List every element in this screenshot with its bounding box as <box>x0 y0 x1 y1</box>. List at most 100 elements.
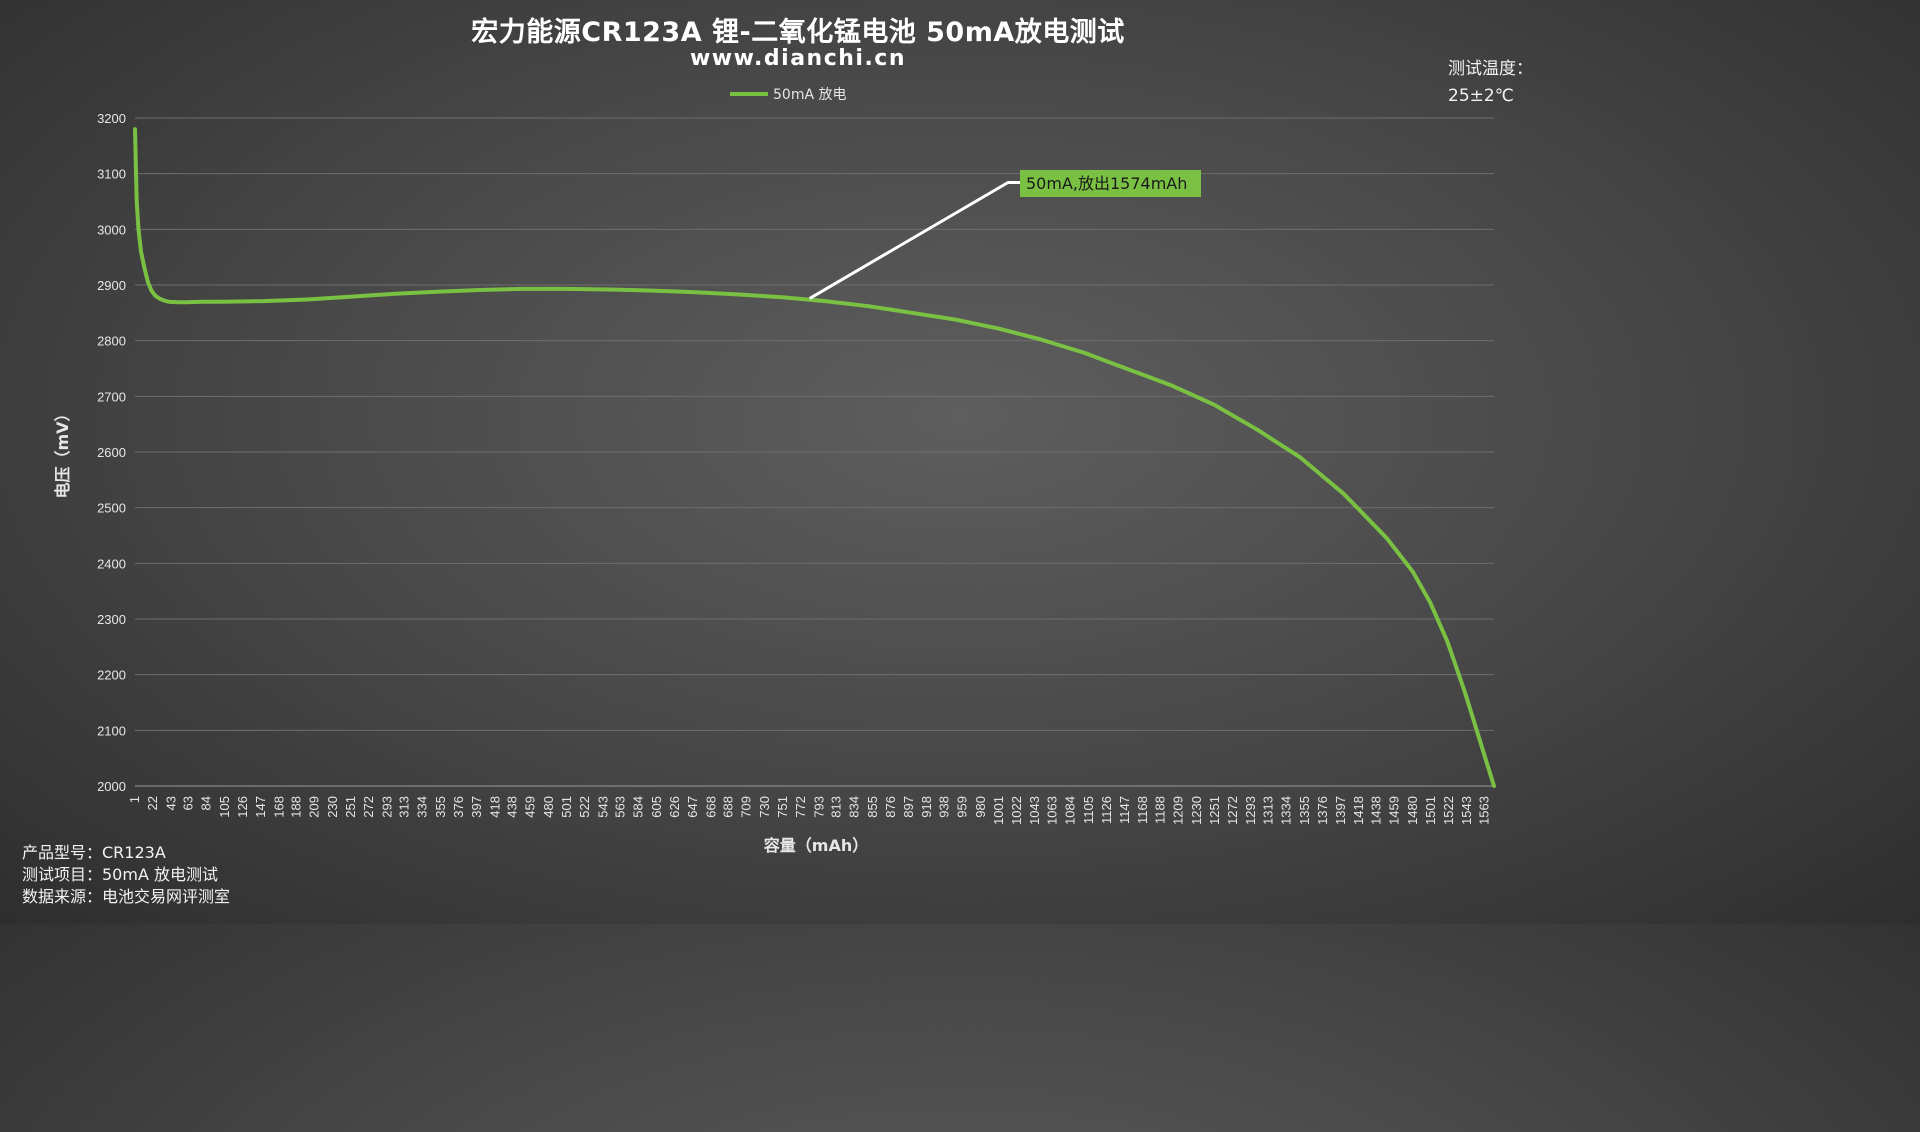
info-model: 产品型号：CR123A <box>22 843 166 862</box>
x-tick-label: 1293 <box>1243 796 1258 825</box>
x-tick-label: 147 <box>253 796 268 818</box>
x-tick-label: 355 <box>433 796 448 818</box>
x-tick-label: 1063 <box>1045 796 1060 825</box>
x-tick-label: 897 <box>901 796 916 818</box>
x-tick-label: 397 <box>469 796 484 818</box>
x-tick-label: 1209 <box>1171 796 1186 825</box>
info-block: 产品型号：CR123A 测试项目：50mA 放电测试 数据来源：电池交易网评测室 <box>22 842 230 908</box>
x-tick-labels: 1 22 43 63 84 105 126 147 168 188 209 230 251 272 293 3… <box>127 796 1491 825</box>
x-tick-label: 313 <box>397 796 412 818</box>
y-tick-label: 3000 <box>97 222 126 237</box>
x-tick-label: 959 <box>955 796 970 818</box>
x-tick-label: 543 <box>595 796 610 818</box>
x-tick-label: 1501 <box>1423 796 1438 825</box>
discharge-chart: 2000 2100 2200 2300 2400 2500 2600 2700 2800 2900… <box>53 87 1496 855</box>
x-tick-label: 1188 <box>1153 796 1168 824</box>
gridlines <box>135 117 1494 787</box>
x-tick-label: 938 <box>937 796 952 818</box>
annotation-callout: 50mA,放出1574mAh <box>1020 170 1201 197</box>
x-tick-label: 751 <box>775 796 790 818</box>
x-tick-label: 605 <box>649 796 664 818</box>
x-tick-label: 1105 <box>1081 796 1096 824</box>
x-tick-label: 1272 <box>1225 796 1240 825</box>
x-tick-label: 438 <box>505 796 520 818</box>
chart-subtitle: www.dianchi.cn <box>689 46 907 71</box>
x-tick-label: 772 <box>793 796 808 818</box>
x-tick-label: 1022 <box>1009 796 1024 825</box>
x-tick-label: 1043 <box>1027 796 1042 825</box>
temperature-value: 25±2℃ <box>1448 86 1514 106</box>
legend: 50mA 放电 <box>730 87 846 103</box>
x-tick-label: 730 <box>757 796 772 818</box>
x-tick-label: 668 <box>703 796 718 818</box>
x-tick-label: 168 <box>271 796 286 818</box>
x-tick-label: 105 <box>217 796 232 818</box>
x-tick-label: 376 <box>451 796 466 818</box>
x-tick-label: 793 <box>811 796 826 818</box>
x-tick-label: 334 <box>415 796 430 818</box>
x-tick-label: 647 <box>685 796 700 818</box>
annotation-box <box>1020 170 1201 197</box>
info-test-item: 测试项目：50mA 放电测试 <box>22 865 218 884</box>
x-tick-label: 272 <box>361 796 376 818</box>
temperature-label: 测试温度： <box>1448 59 1533 79</box>
x-tick-label: 126 <box>235 796 250 818</box>
x-tick-label: 918 <box>919 796 934 818</box>
x-tick-label: 209 <box>307 796 322 818</box>
x-tick-label: 813 <box>829 796 844 818</box>
x-tick-label: 626 <box>667 796 682 818</box>
x-tick-label: 1084 <box>1063 796 1078 825</box>
x-tick-label: 480 <box>541 796 556 818</box>
x-tick-label: 251 <box>343 796 358 818</box>
y-tick-label: 2100 <box>97 723 126 738</box>
y-tick-label: 2800 <box>97 334 126 349</box>
x-tick-label: 522 <box>577 796 592 818</box>
y-tick-label: 3100 <box>97 167 126 182</box>
x-tick-label: 293 <box>379 796 394 818</box>
x-tick-label: 563 <box>613 796 628 818</box>
x-tick-label: 84 <box>199 796 214 810</box>
x-tick-label: 876 <box>883 796 898 818</box>
x-tick-label: 22 <box>145 796 160 810</box>
x-tick-label: 709 <box>739 796 754 818</box>
x-tick-label: 459 <box>523 796 538 818</box>
temperature-block: 测试温度： 25±2℃ <box>1448 56 1533 110</box>
y-axis-title: 电压（mV） <box>53 405 72 498</box>
x-tick-label: 584 <box>631 796 646 818</box>
annotation-leader-line <box>808 181 1020 300</box>
x-tick-label: 1147 <box>1117 796 1132 824</box>
x-tick-label: 1438 <box>1369 796 1384 825</box>
x-tick-label: 1480 <box>1405 796 1420 825</box>
x-tick-label: 418 <box>487 796 502 818</box>
y-tick-label: 2900 <box>97 278 126 293</box>
x-tick-label: 188 <box>289 796 304 818</box>
x-tick-label: 230 <box>325 796 340 818</box>
x-tick-label: 1522 <box>1441 796 1456 825</box>
x-axis-title: 容量（mAh） <box>763 836 868 855</box>
x-tick-label: 980 <box>973 796 988 818</box>
x-tick-label: 1001 <box>991 796 1006 825</box>
y-tick-label: 2200 <box>97 668 126 683</box>
x-tick-label: 43 <box>163 796 178 810</box>
y-tick-label: 2700 <box>97 389 126 404</box>
legend-label: 50mA 放电 <box>773 87 846 103</box>
y-tick-label: 3200 <box>97 111 126 126</box>
x-tick-label: 1230 <box>1189 796 1204 825</box>
x-tick-label: 834 <box>847 796 862 818</box>
series-line-50ma <box>133 127 1496 788</box>
y-tick-labels: 2000 2100 2200 2300 2400 2500 2600 2700 2800 2900… <box>97 111 126 794</box>
x-tick-label: 501 <box>559 796 574 818</box>
y-tick-label: 2500 <box>97 501 126 516</box>
x-tick-label: 1313 <box>1261 796 1276 825</box>
y-tick-label: 2600 <box>97 445 126 460</box>
x-tick-label: 688 <box>721 796 736 818</box>
x-tick-label: 1168 <box>1135 796 1150 824</box>
x-tick-label: 63 <box>181 796 196 810</box>
annotation-text: 50mA,放出1574mAh <box>1026 174 1187 193</box>
y-tick-label: 2400 <box>97 556 126 571</box>
x-tick-label: 1251 <box>1207 796 1222 825</box>
y-tick-label: 2000 <box>97 779 126 794</box>
x-tick-label: 1355 <box>1297 796 1312 825</box>
x-tick-label: 1459 <box>1387 796 1402 825</box>
x-tick-label: 1563 <box>1476 796 1491 825</box>
